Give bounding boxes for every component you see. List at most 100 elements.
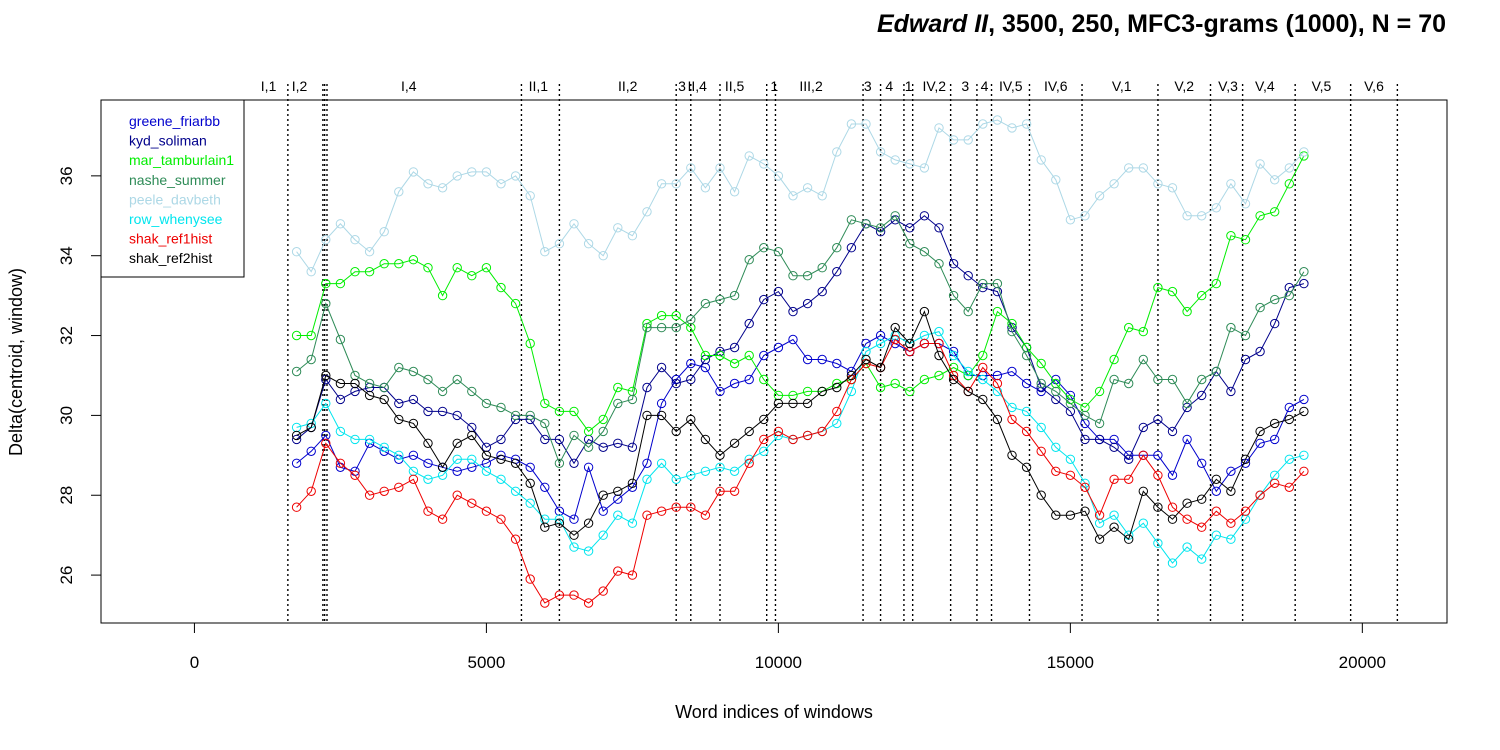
data-point [350, 235, 360, 245]
data-point [306, 267, 316, 277]
data-point [700, 466, 711, 476]
data-point [335, 278, 346, 289]
data-point [437, 406, 448, 417]
data-point [364, 390, 375, 401]
data-point [467, 271, 477, 281]
data-point [905, 159, 915, 169]
data-point [423, 406, 433, 417]
data-point [1299, 406, 1309, 417]
series-line [296, 331, 1305, 564]
data-point [656, 179, 667, 189]
data-point [408, 450, 419, 460]
data-point [671, 474, 681, 484]
data-point [1226, 534, 1236, 544]
data-point [992, 414, 1003, 425]
data-point [510, 171, 521, 181]
data-point [350, 267, 360, 277]
data-point [700, 298, 711, 309]
data-point [671, 310, 681, 321]
scene-label: 3 [864, 78, 872, 94]
data-point [744, 458, 754, 468]
data-point [905, 386, 915, 397]
scene-label: II,1 [529, 78, 549, 94]
data-point [510, 458, 521, 468]
data-point [1094, 434, 1105, 445]
data-point [1226, 486, 1236, 496]
data-point [773, 426, 784, 437]
data-point [394, 398, 404, 409]
data-point [948, 290, 959, 301]
data-point [335, 378, 346, 389]
data-point [744, 151, 754, 161]
data-point [1007, 402, 1017, 413]
data-point [759, 294, 769, 305]
data-point [905, 239, 915, 249]
y-axis: 26 28 30 32 34 36 [57, 166, 102, 585]
data-point [1211, 486, 1222, 496]
data-point [321, 438, 331, 448]
scene-label: I,2 [292, 78, 308, 94]
data-point [948, 374, 959, 385]
data-point [1197, 290, 1207, 301]
x-axis-label: Word indices of windows [675, 702, 873, 722]
data-point [1124, 454, 1134, 464]
series-line [296, 119, 1305, 273]
data-point [759, 434, 769, 445]
data-point [729, 486, 740, 496]
data-point [569, 406, 579, 417]
data-point [627, 394, 638, 405]
data-point [802, 271, 813, 281]
series-line [296, 215, 1305, 465]
data-point [890, 155, 900, 165]
data-point [1211, 506, 1222, 516]
data-point [467, 386, 477, 397]
data-point [1021, 462, 1032, 472]
data-point [1124, 474, 1134, 484]
data-point [875, 362, 886, 373]
data-point [729, 342, 740, 353]
data-point [1182, 434, 1192, 445]
data-point [686, 358, 696, 369]
data-point [540, 398, 550, 409]
data-point [1153, 450, 1163, 460]
data-point [978, 350, 988, 361]
data-point [656, 322, 667, 333]
data-point [627, 442, 638, 452]
data-point [583, 518, 594, 528]
data-point [467, 430, 477, 441]
data-point [321, 398, 331, 409]
data-point [1182, 514, 1192, 524]
legend-item: row_whenysee [129, 211, 223, 227]
data-point [496, 434, 506, 445]
data-point [525, 191, 535, 201]
data-point [583, 239, 594, 249]
data-point [598, 251, 608, 261]
data-point [1299, 147, 1309, 157]
data-point [467, 167, 477, 177]
data-point [686, 314, 696, 325]
data-point [759, 374, 769, 385]
data-point [846, 386, 857, 397]
data-point [394, 259, 404, 269]
data-point [1109, 374, 1119, 385]
scene-label: 4 [885, 78, 893, 94]
scene-label: 1 [905, 78, 913, 94]
data-point [452, 410, 462, 421]
data-point [1270, 318, 1280, 329]
data-point [452, 438, 462, 448]
data-point [1197, 458, 1207, 468]
data-point [1080, 506, 1090, 516]
data-point [364, 378, 375, 389]
data-point [335, 219, 346, 229]
data-point [481, 450, 492, 460]
data-point [1138, 326, 1149, 337]
data-point [379, 394, 389, 405]
data-point [1167, 426, 1178, 437]
data-point [306, 486, 316, 496]
data-point [759, 350, 769, 361]
series-line [296, 310, 1305, 541]
scene-label: 1 [770, 78, 778, 94]
data-point [394, 482, 404, 492]
data-point [919, 247, 930, 257]
data-point [452, 263, 462, 273]
